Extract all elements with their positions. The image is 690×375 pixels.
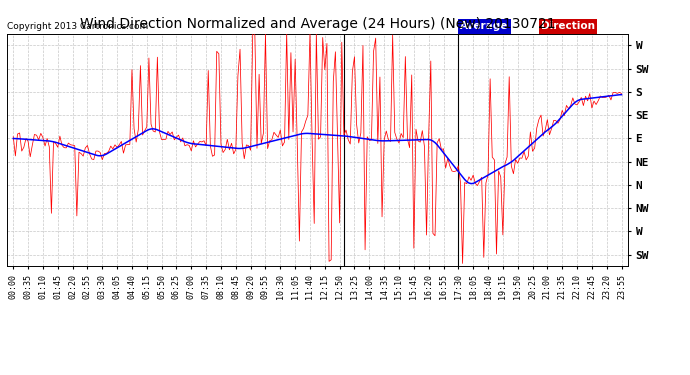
Text: Direction: Direction bbox=[541, 21, 595, 32]
Text: Copyright 2013 Cartronics.com: Copyright 2013 Cartronics.com bbox=[7, 22, 148, 32]
Text: Average: Average bbox=[460, 21, 509, 32]
Text: Wind Direction Normalized and Average (24 Hours) (New) 20130721: Wind Direction Normalized and Average (2… bbox=[79, 17, 555, 31]
